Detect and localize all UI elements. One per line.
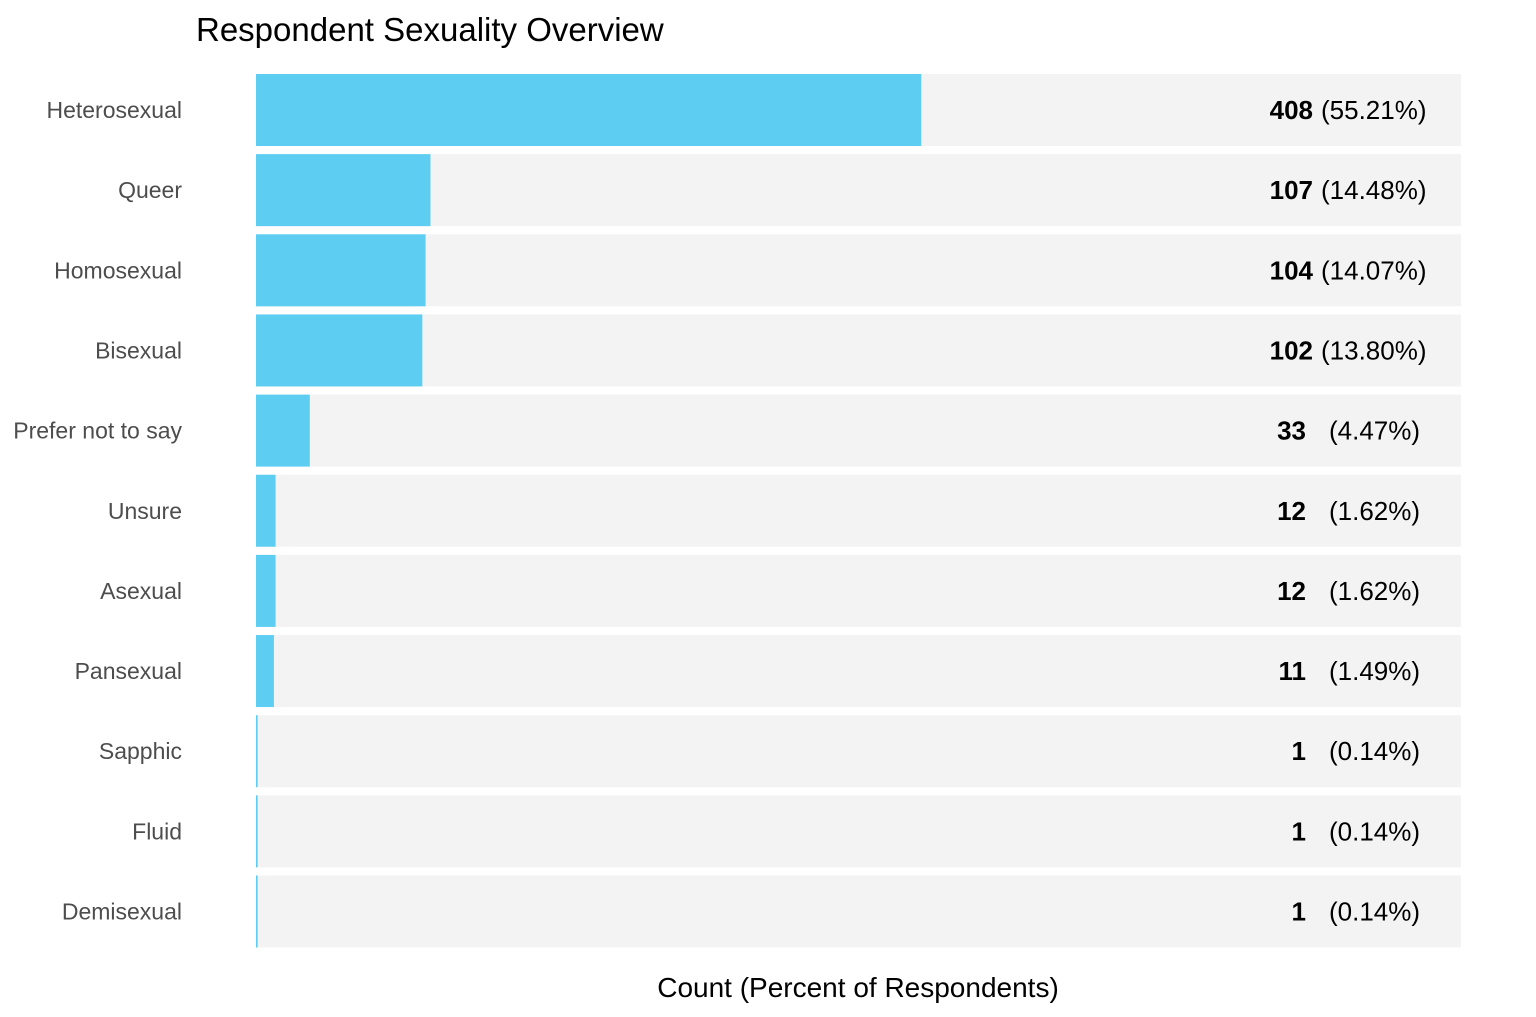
bar-row: Unsure 12 (1.62%): [108, 474, 1461, 547]
bar: [256, 875, 258, 948]
bar-row: Heterosexual 408 (55.21%): [46, 74, 1461, 146]
bar: [256, 394, 310, 467]
category-label: Homosexual: [54, 257, 182, 283]
bar-track: [256, 314, 1461, 387]
category-label: Unsure: [108, 498, 182, 524]
percent-label: (0.14%): [1329, 897, 1420, 927]
count-label: 1: [1292, 816, 1306, 846]
category-label: Asexual: [100, 578, 182, 604]
bar: [256, 314, 423, 387]
bar-row: Fluid 1 (0.14%): [132, 795, 1461, 868]
count-label: 12: [1277, 496, 1306, 526]
bar: [256, 635, 274, 708]
bar: [256, 154, 431, 227]
percent-label: (1.49%): [1329, 656, 1420, 686]
count-label: 12: [1277, 576, 1306, 606]
bar-row: Homosexual 104 (14.07%): [54, 234, 1461, 307]
bar-track: [256, 875, 1461, 948]
category-label: Sapphic: [99, 738, 182, 764]
chart-title: Respondent Sexuality Overview: [196, 11, 664, 48]
percent-label: (0.14%): [1329, 736, 1420, 766]
count-label: 104: [1270, 255, 1314, 285]
bar-row: Sapphic 1 (0.14%): [99, 715, 1461, 788]
bar: [256, 474, 276, 547]
bar: [256, 554, 276, 627]
chart-rows: Heterosexual 408 (55.21%) Queer 107 (14.48%) H…: [13, 74, 1461, 948]
bar: [256, 74, 922, 146]
bar-track: [256, 154, 1461, 227]
count-label: 1: [1292, 736, 1306, 766]
bar-track: [256, 635, 1461, 708]
bar-track: [256, 234, 1461, 307]
category-label: Bisexual: [95, 337, 182, 363]
bar-track: [256, 715, 1461, 788]
bar-track: [256, 795, 1461, 868]
bar-row: Prefer not to say 33 (4.47%): [13, 394, 1461, 467]
percent-label: (55.21%): [1321, 95, 1427, 125]
bar-track: [256, 394, 1461, 467]
bar: [256, 234, 426, 307]
count-label: 102: [1270, 335, 1313, 365]
bar: [256, 715, 258, 788]
percent-label: (14.07%): [1321, 255, 1427, 285]
bar: [256, 795, 258, 868]
bar-row: Demisexual 1 (0.14%): [62, 875, 1461, 948]
x-axis-title: Count (Percent of Respondents): [657, 972, 1059, 1003]
percent-label: (1.62%): [1329, 496, 1420, 526]
category-label: Fluid: [132, 818, 182, 844]
bar-row: Pansexual 11 (1.49%): [75, 635, 1461, 708]
percent-label: (14.48%): [1321, 175, 1427, 205]
count-label: 33: [1277, 416, 1306, 446]
count-label: 107: [1270, 175, 1313, 205]
category-label: Queer: [118, 177, 182, 203]
bar-track: [256, 474, 1461, 547]
bar-track: [256, 554, 1461, 627]
percent-label: (13.80%): [1321, 335, 1427, 365]
count-label: 1: [1292, 897, 1306, 927]
percent-label: (4.47%): [1329, 416, 1420, 446]
category-label: Pansexual: [75, 658, 182, 684]
category-label: Prefer not to say: [13, 418, 182, 444]
percent-label: (1.62%): [1329, 576, 1420, 606]
bar-row: Queer 107 (14.48%): [118, 154, 1461, 227]
category-label: Heterosexual: [46, 97, 182, 123]
bar-row: Bisexual 102 (13.80%): [95, 314, 1461, 387]
bar-row: Asexual 12 (1.62%): [100, 554, 1461, 627]
percent-label: (0.14%): [1329, 816, 1420, 846]
count-label: 408: [1270, 95, 1313, 125]
count-label: 11: [1279, 656, 1307, 686]
category-label: Demisexual: [62, 899, 182, 925]
